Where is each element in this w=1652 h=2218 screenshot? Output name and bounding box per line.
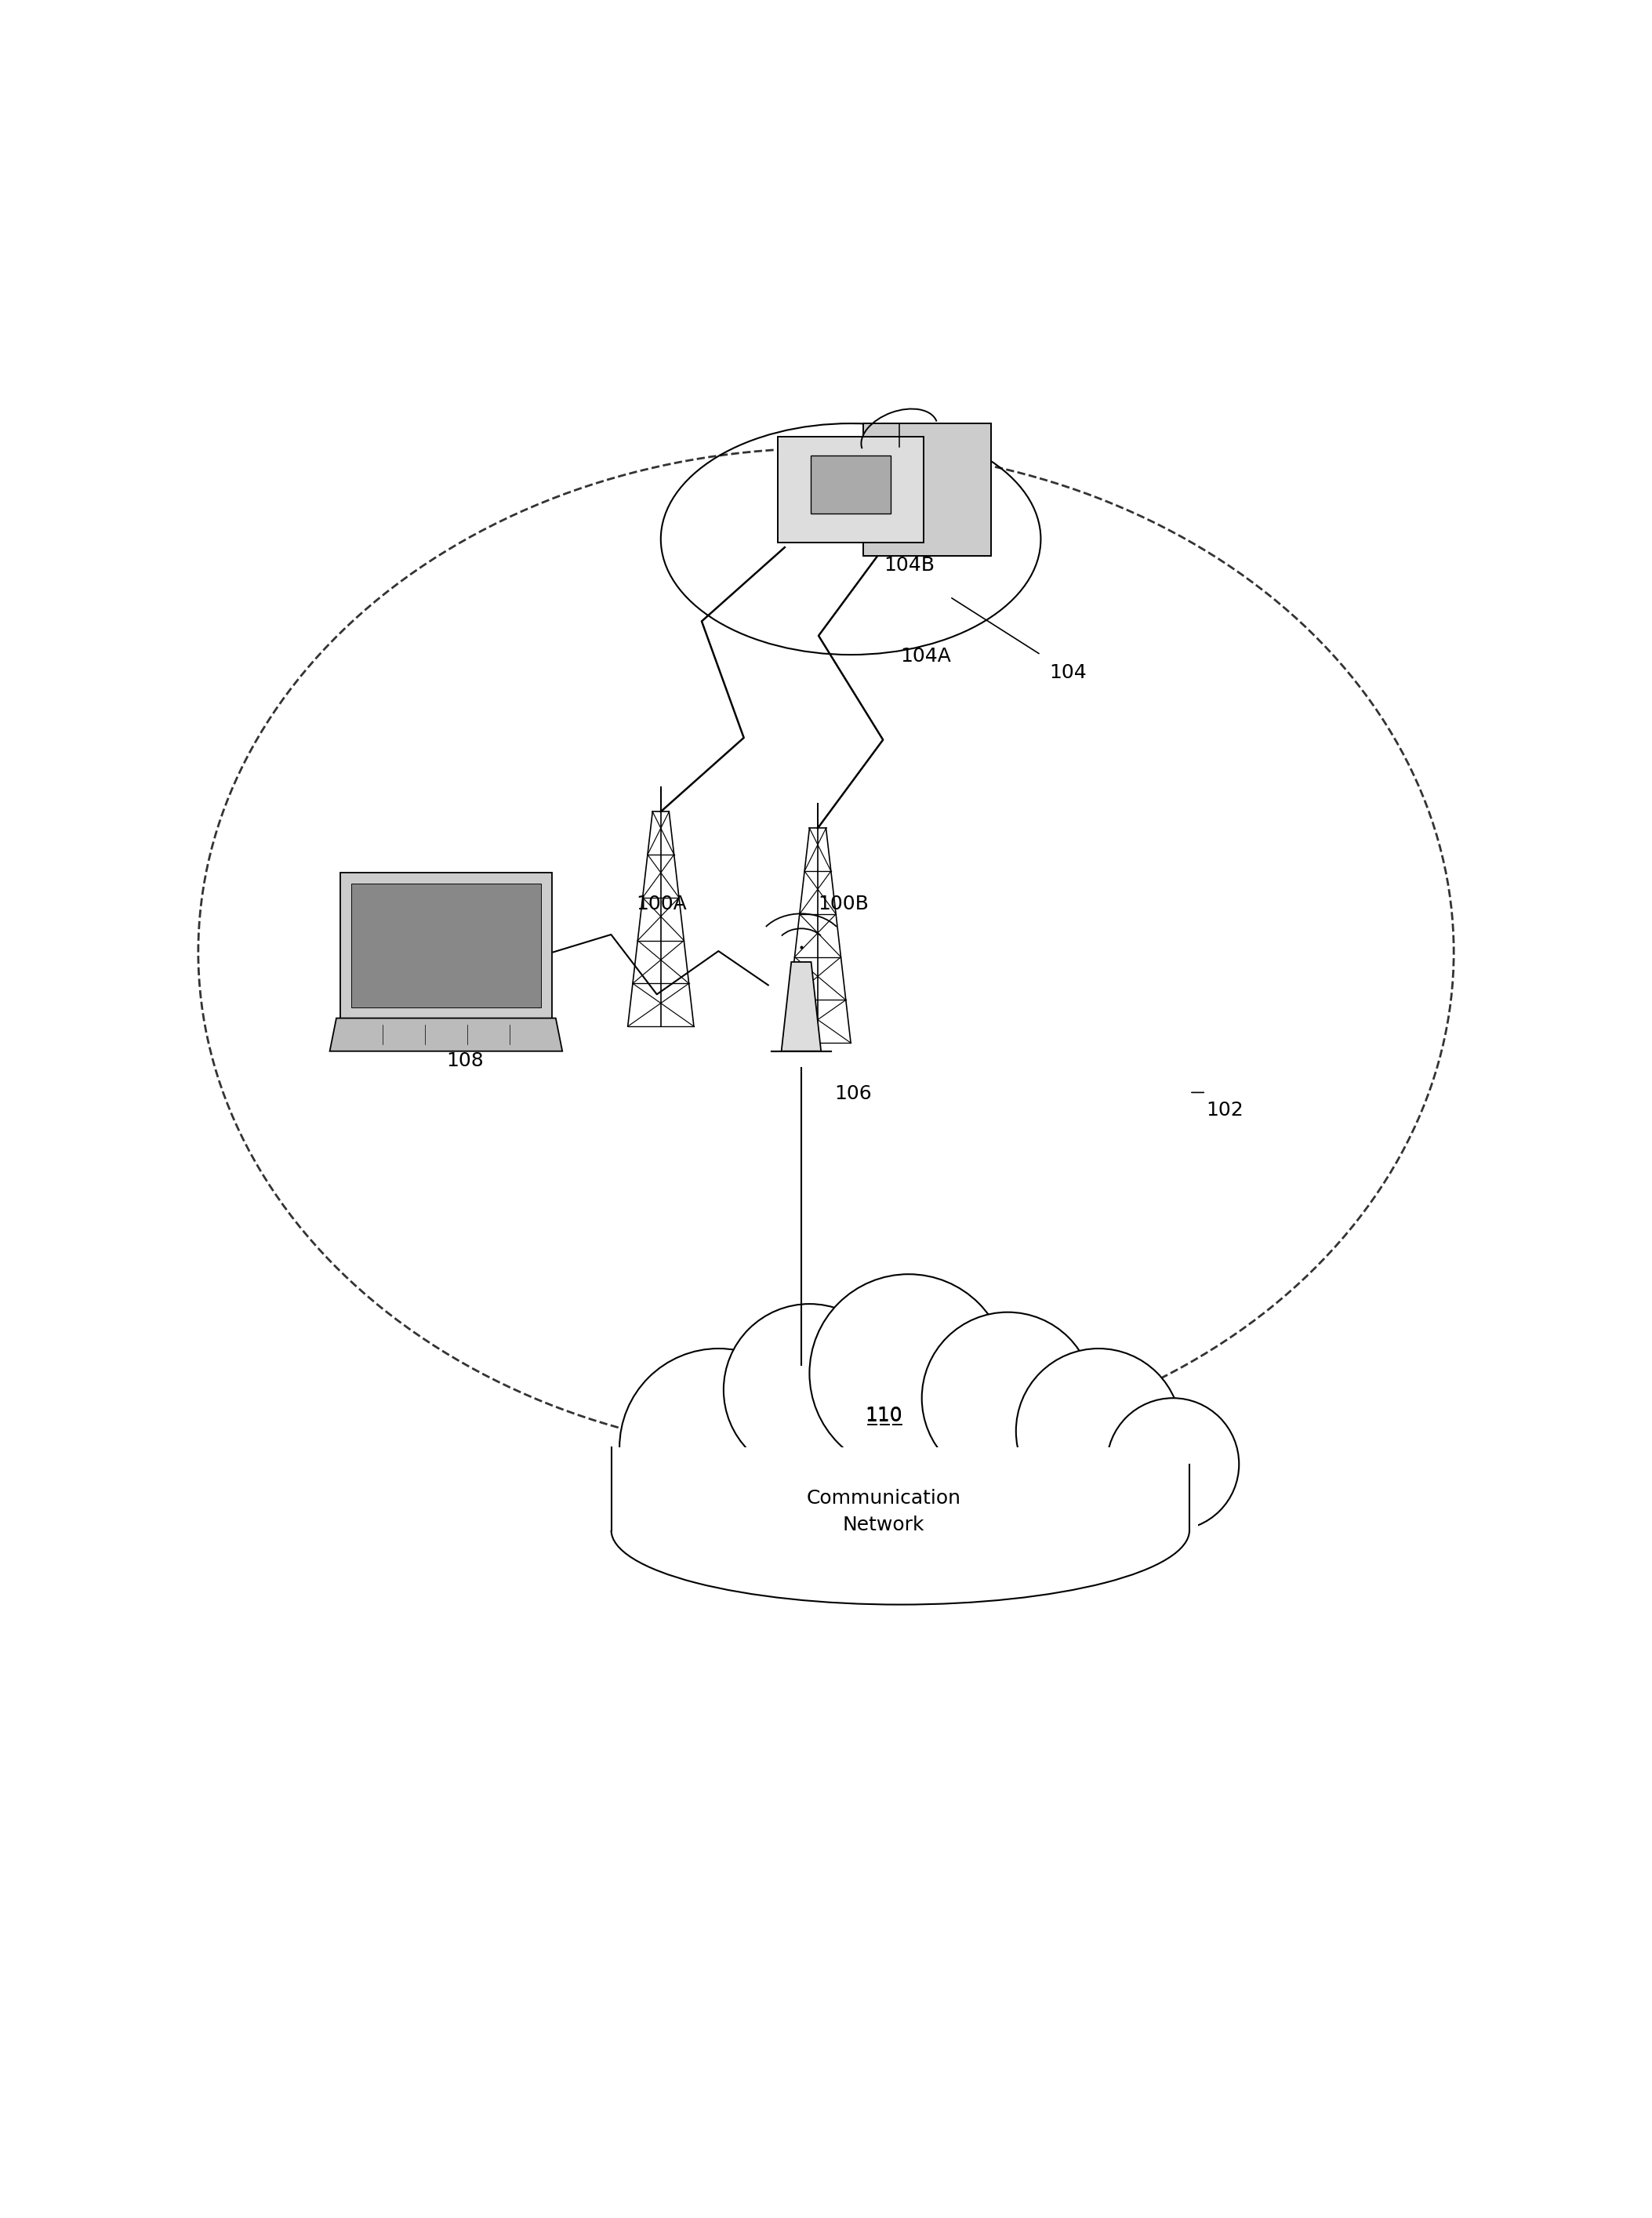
Circle shape bbox=[1107, 1397, 1239, 1530]
Text: 106: 106 bbox=[834, 1085, 872, 1102]
Circle shape bbox=[1016, 1349, 1181, 1513]
FancyBboxPatch shape bbox=[778, 437, 923, 543]
Text: 110: 110 bbox=[866, 1406, 902, 1426]
Circle shape bbox=[724, 1304, 895, 1475]
Circle shape bbox=[620, 1349, 818, 1546]
Text: Communication
Network: Communication Network bbox=[806, 1488, 961, 1535]
Text: 104A: 104A bbox=[900, 645, 952, 665]
Text: 100A: 100A bbox=[636, 894, 687, 914]
Polygon shape bbox=[781, 963, 821, 1051]
Text: 104: 104 bbox=[1049, 663, 1087, 681]
FancyBboxPatch shape bbox=[611, 1448, 1198, 1555]
Polygon shape bbox=[340, 872, 552, 1018]
FancyBboxPatch shape bbox=[811, 455, 890, 515]
Text: 100B: 100B bbox=[818, 894, 869, 914]
Polygon shape bbox=[330, 1018, 562, 1051]
Text: 102: 102 bbox=[1206, 1100, 1244, 1120]
Polygon shape bbox=[350, 883, 542, 1007]
Text: 104B: 104B bbox=[884, 554, 935, 574]
Circle shape bbox=[922, 1313, 1094, 1484]
Text: 1̲1̲0̲: 1̲1̲0̲ bbox=[866, 1406, 902, 1426]
Circle shape bbox=[809, 1273, 1008, 1473]
Text: 108: 108 bbox=[446, 1051, 484, 1069]
FancyBboxPatch shape bbox=[862, 424, 991, 554]
